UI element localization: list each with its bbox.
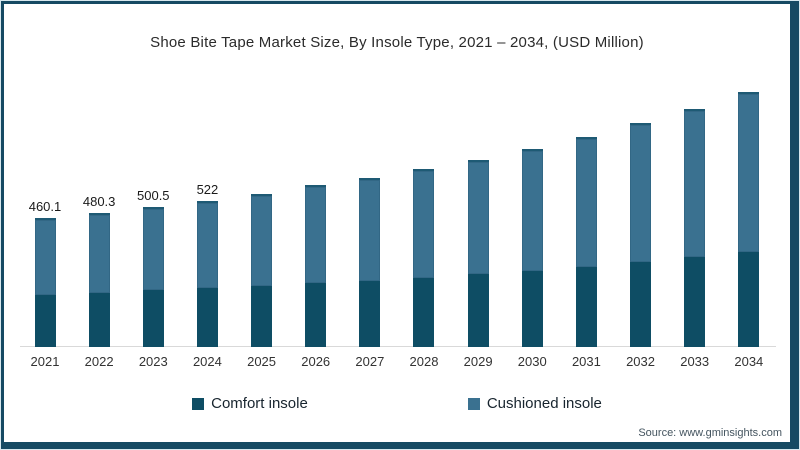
bar-column-2025: 2025 [235,194,289,372]
bar-segment-comfort [684,257,706,347]
stacked-bar [142,207,164,347]
stacked-bar [575,137,597,347]
x-axis-line [20,346,776,347]
x-axis-label: 2025 [247,354,277,369]
stacked-bar [88,213,110,347]
stacked-bar [521,149,543,347]
plot-area: 460.1 2021 480.3 2022 500.5 2023 522 2024 2025 20… [18,72,776,372]
stacked-bar [251,194,273,347]
bar-segment-cushioned [684,109,706,257]
bar-segment-comfort [575,267,597,347]
bar-column-2031: 2031 [559,137,613,372]
bar-segment-cushioned [575,137,597,267]
x-axis-label: 2029 [463,354,493,369]
bar-total-label: 522 [196,182,219,197]
bar-column-2027: 2027 [343,178,397,372]
bar-segment-comfort [413,278,435,347]
bar-segment-comfort [521,271,543,347]
legend-label-comfort: Comfort insole [211,395,308,412]
chart-canvas: Shoe Bite Tape Market Size, By Insole Ty… [4,4,790,442]
bar-column-2021: 460.1 2021 [18,199,72,372]
bar-segment-comfort [359,281,381,347]
x-axis-label: 2032 [626,354,655,369]
chart-title: Shoe Bite Tape Market Size, By Insole Ty… [150,34,644,51]
bar-segment-cushioned [738,92,760,252]
stacked-bar [630,123,652,347]
stacked-bar [413,169,435,347]
bar-segment-cushioned [359,178,381,281]
x-axis-label: 2028 [409,354,439,369]
bar-segment-comfort [88,293,110,347]
stacked-bar [196,201,218,347]
x-axis-label: 2030 [517,354,547,369]
bar-segment-cushioned [251,194,273,286]
x-axis-label: 2033 [680,354,710,369]
x-axis-label: 2024 [192,354,222,369]
stacked-bar [359,178,381,347]
bar-segment-cushioned [34,218,56,295]
legend-swatch-cushioned-icon [467,397,480,410]
bar-segment-cushioned [196,201,218,288]
bar-column-2034: 2034 [722,92,776,372]
legend-item-cushioned-insole: Cushioned insole [467,395,602,412]
bar-segment-cushioned [467,160,489,274]
bar-segment-comfort [467,274,489,347]
bar-segment-comfort [34,295,56,347]
stacked-bar [738,92,760,347]
bar-segment-comfort [305,283,327,347]
bar-column-2023: 500.5 2023 [126,188,180,372]
bar-total-label: 480.3 [82,194,116,209]
bar-segment-comfort [251,286,273,347]
legend: Comfort insole Cushioned insole [4,395,790,412]
stacked-bar [34,218,56,347]
bar-column-2026: 2026 [289,185,343,372]
bar-segment-cushioned [413,169,435,278]
bar-segment-cushioned [142,207,164,290]
bar-segment-comfort [630,262,652,347]
bar-segment-comfort [738,252,760,347]
x-axis-label: 2021 [30,354,60,369]
bar-segment-cushioned [305,185,327,283]
bar-segment-cushioned [88,213,110,293]
x-axis-label: 2023 [138,354,168,369]
bar-segment-cushioned [521,149,543,271]
stacked-bar [467,160,489,347]
bar-segment-comfort [142,290,164,347]
bar-column-2032: 2032 [614,123,668,372]
bar-column-2024: 522 2024 [180,182,234,372]
bar-column-2033: 2033 [668,109,722,372]
x-axis-label: 2034 [734,354,764,369]
legend-item-comfort-insole: Comfort insole [192,395,308,412]
x-axis-label: 2022 [84,354,114,369]
stacked-bar [305,185,327,347]
stacked-bar [684,109,706,347]
bar-column-2028: 2028 [397,169,451,372]
bar-total-label: 500.5 [137,188,170,203]
bar-total-label: 460.1 [28,199,62,214]
legend-label-cushioned: Cushioned insole [486,395,602,412]
bar-column-2029: 2029 [451,160,505,372]
x-axis-label: 2027 [355,354,385,369]
bar-column-2030: 2030 [505,149,559,372]
legend-swatch-comfort-icon [192,397,205,410]
bar-segment-cushioned [630,123,652,262]
bar-column-2022: 480.3 2022 [72,194,126,372]
source-credit: Source: www.gminsights.com [638,427,782,439]
bar-segment-comfort [196,288,218,347]
x-axis-label: 2031 [571,354,601,369]
x-axis-label: 2026 [301,354,331,369]
